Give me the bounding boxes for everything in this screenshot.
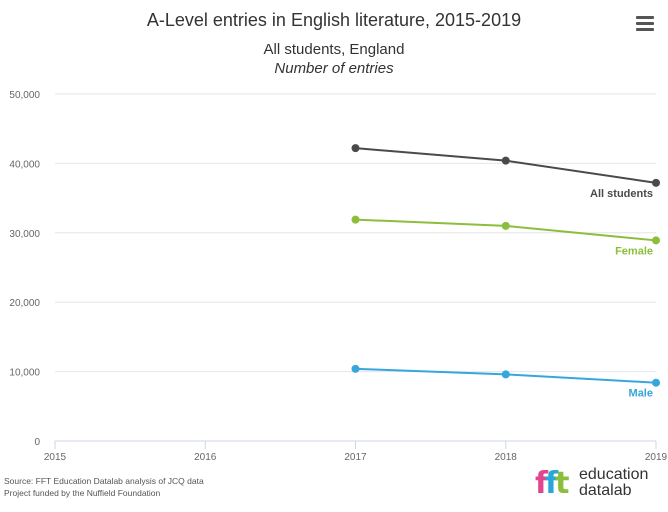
data-point: [652, 236, 660, 245]
series-label: All students: [590, 188, 653, 200]
y-tick-label: 10,000: [9, 368, 40, 379]
x-tick-label: 2015: [44, 452, 67, 463]
data-point: [652, 378, 660, 387]
x-tick-label: 2017: [344, 452, 367, 463]
datalab-logo: fft education datalab: [535, 466, 665, 502]
hamburger-menu-icon[interactable]: [636, 16, 654, 32]
data-point: [351, 364, 360, 373]
data-point: [652, 178, 660, 187]
y-tick-label: 20,000: [9, 298, 40, 309]
logo-wordmark: education datalab: [579, 467, 648, 499]
data-point: [501, 156, 510, 165]
chart-subtitle: All students, England: [263, 41, 405, 58]
x-tick-label: 2018: [495, 452, 518, 463]
x-tick-label: 2019: [645, 452, 668, 463]
source-line: Source: FFT Education Datalab analysis o…: [4, 476, 204, 486]
fft-logo-mark: fft: [535, 466, 570, 501]
logo-word-education: education: [579, 466, 649, 483]
source-note: Source: FFT Education Datalab analysis o…: [4, 475, 204, 499]
chart-unit-subtitle: Number of entries: [274, 60, 394, 77]
logo-word-datalab: datalab: [579, 482, 632, 499]
series-line: [355, 147, 657, 184]
data-point: [501, 370, 510, 379]
series-label: Male: [629, 388, 653, 400]
y-tick-label: 40,000: [9, 159, 40, 170]
data-point: [501, 221, 510, 230]
series-label: Female: [615, 245, 653, 257]
y-tick-label: 50,000: [9, 90, 40, 101]
data-point: [351, 215, 360, 224]
x-tick-label: 2016: [194, 452, 217, 463]
funding-line: Project funded by the Nuffield Foundatio…: [4, 488, 161, 498]
y-tick-label: 0: [34, 437, 40, 448]
chart-title: A-Level entries in English literature, 2…: [146, 10, 522, 30]
line-chart: 0 10,000 20,000 30,000 40,000 50,000 2015 2016 2…: [9, 90, 668, 463]
data-point: [351, 144, 360, 153]
y-tick-label: 30,000: [9, 229, 40, 240]
